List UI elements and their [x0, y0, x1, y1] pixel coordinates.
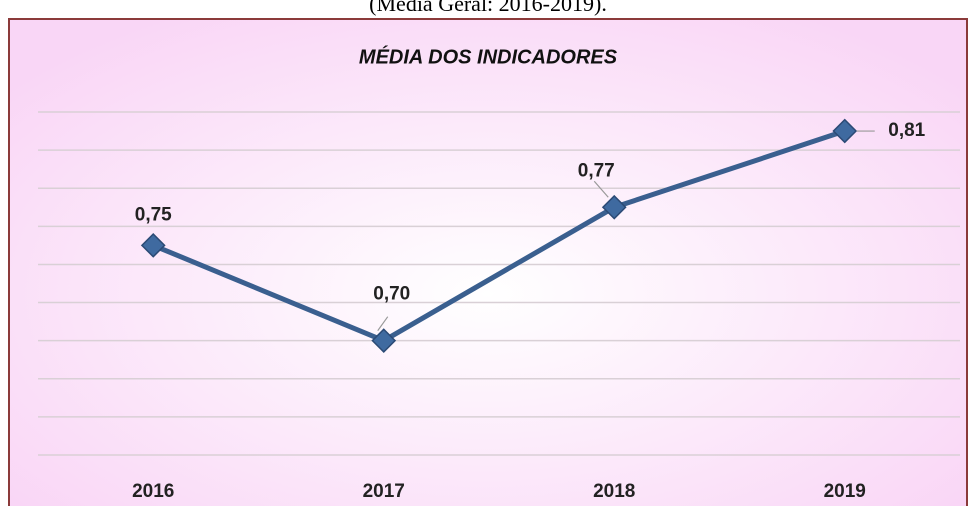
- marker: [601, 194, 627, 220]
- line: [152, 128, 846, 344]
- chart-frame: [8, 18, 968, 506]
- data-label: 0,75: [135, 204, 172, 225]
- leader-line: [593, 180, 609, 198]
- leader-line: [377, 316, 389, 332]
- x-tick-label: 2018: [593, 481, 635, 502]
- marker: [832, 118, 858, 144]
- x-tick-label: 2017: [363, 481, 405, 502]
- chart-title: MÉDIA DOS INDICADORES: [359, 45, 618, 68]
- data-label: 0,70: [373, 284, 410, 305]
- data-label: 0,81: [888, 120, 925, 141]
- caption: (Média Geral: 2016-2019).: [369, 0, 607, 16]
- x-tick-label: 2019: [824, 481, 866, 502]
- marker: [371, 328, 397, 354]
- x-tick-label: 2016: [132, 481, 174, 502]
- marker: [140, 233, 166, 258]
- data-label: 0,77: [578, 160, 615, 181]
